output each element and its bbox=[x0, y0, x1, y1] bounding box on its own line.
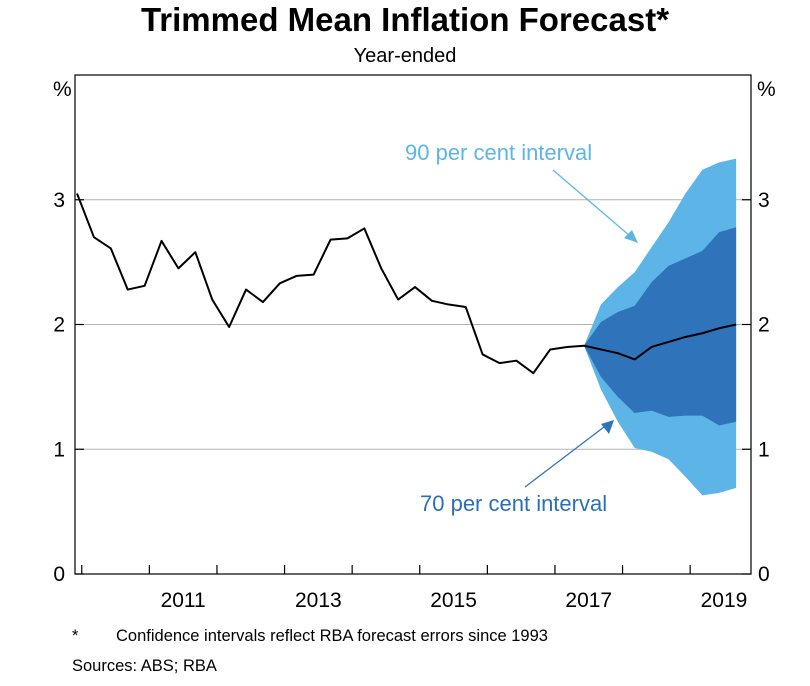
y-tick-label-left-0: 0 bbox=[53, 563, 65, 586]
footnote-marker: * bbox=[72, 627, 79, 645]
x-tick-label-2019: 2019 bbox=[701, 589, 748, 612]
chart-title: Trimmed Mean Inflation Forecast* bbox=[140, 1, 670, 38]
y-tick-label-right-1: 1 bbox=[758, 438, 770, 461]
footnote: * Confidence intervals reflect RBA foreca… bbox=[72, 626, 548, 646]
y-tick-label-left-1: 1 bbox=[53, 438, 65, 461]
annotation-arrow-90 bbox=[552, 169, 638, 243]
annotation-arrow-70 bbox=[524, 420, 614, 488]
y-axis-unit-left: % bbox=[53, 78, 72, 101]
x-tick-label-2013: 2013 bbox=[295, 589, 342, 612]
y-axis-unit-right: % bbox=[757, 78, 776, 101]
y-tick-label-right-0: 0 bbox=[758, 563, 770, 586]
x-tick-label-2017: 2017 bbox=[565, 589, 612, 612]
annotation-90-interval: 90 per cent interval bbox=[405, 140, 592, 165]
chart-svg: 0 0 1 1 2 2 3 3 2011 2013 2015 2017 2019 % % 90 per … bbox=[53, 74, 776, 612]
y-tick-label-right-3: 3 bbox=[758, 189, 770, 212]
sources-note: Sources: ABS; RBA bbox=[72, 657, 217, 675]
y-tick-label-left-2: 2 bbox=[53, 314, 65, 337]
tick-labels: 0 0 1 1 2 2 3 3 2011 2013 2015 2017 2019 bbox=[53, 189, 769, 612]
interval-bands bbox=[584, 158, 737, 496]
footnote-text: Confidence intervals reflect RBA forecas… bbox=[116, 627, 548, 645]
annotation-70-interval: 70 per cent interval bbox=[420, 491, 607, 516]
chart-subtitle: Year-ended bbox=[353, 45, 457, 67]
series-line-0 bbox=[76, 193, 737, 375]
x-tick-label-2015: 2015 bbox=[430, 589, 477, 612]
band-70-interval bbox=[584, 227, 737, 426]
x-tick-label-2011: 2011 bbox=[161, 589, 206, 612]
y-tick-label-right-2: 2 bbox=[758, 314, 770, 337]
inflation-series bbox=[76, 193, 737, 375]
y-tick-label-left-3: 3 bbox=[53, 189, 65, 212]
